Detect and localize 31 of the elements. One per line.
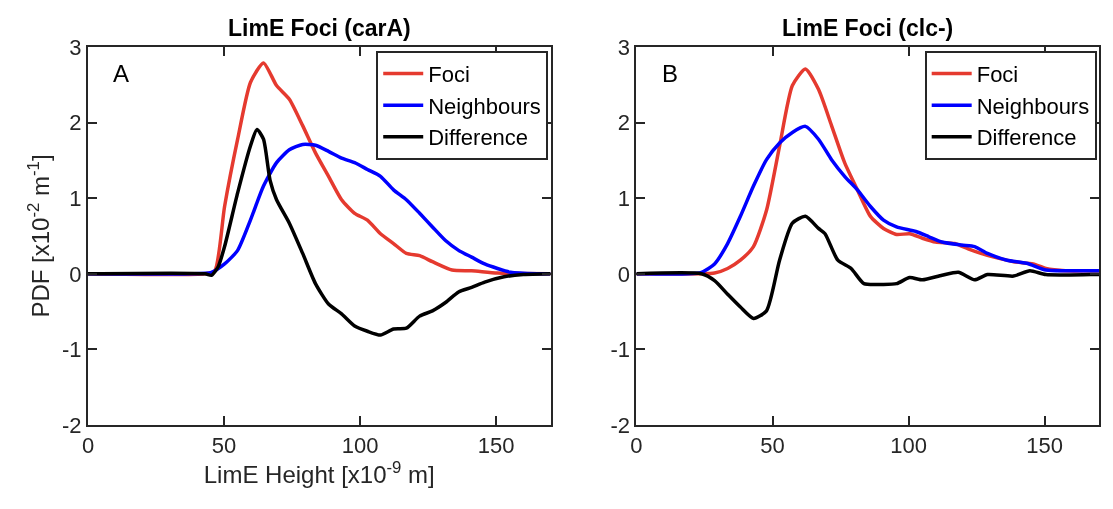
y-tick-label: 2: [617, 110, 631, 136]
x-tick-label: 100: [341, 433, 379, 459]
legend-label: Difference: [428, 125, 529, 151]
annotation: A: [113, 60, 130, 87]
y-tick-label: 1: [69, 185, 82, 211]
y-tick-label: 3: [617, 34, 631, 60]
chart-title: LimE Foci (carA): [228, 15, 411, 41]
annotation: B: [662, 60, 679, 87]
y-tick-label: 1: [617, 185, 631, 211]
line-series: [88, 127, 551, 337]
legend-label: Neighbours: [976, 93, 1090, 119]
legend-label: Difference: [976, 125, 1077, 151]
x-tick-label: 50: [211, 433, 237, 459]
legend-label: Foci: [976, 62, 1019, 88]
y-tick-label: 2: [69, 110, 82, 136]
line-series: [636, 214, 1099, 321]
y-tick-label: -1: [610, 337, 631, 363]
y-tick-label: 0: [617, 261, 631, 287]
legend-label: Foci: [428, 62, 470, 88]
y-tick-label: -2: [62, 412, 82, 438]
y-tick-label: 3: [69, 34, 82, 60]
x-axis-title: LimE Height [x10$^{-9}$ m]: [203, 458, 435, 489]
y-tick-label: -2: [610, 412, 631, 438]
x-tick-label: 150: [1026, 433, 1063, 459]
x-tick-label: 100: [890, 433, 927, 459]
y-tick-label: -1: [62, 337, 82, 363]
legend-label: Neighbours: [428, 93, 541, 119]
x-tick-label: 150: [477, 433, 515, 459]
chart-title: LimE Foci (clc-): [782, 15, 954, 41]
y-tick-label: 0: [69, 261, 82, 287]
x-tick-label: 50: [760, 433, 785, 459]
